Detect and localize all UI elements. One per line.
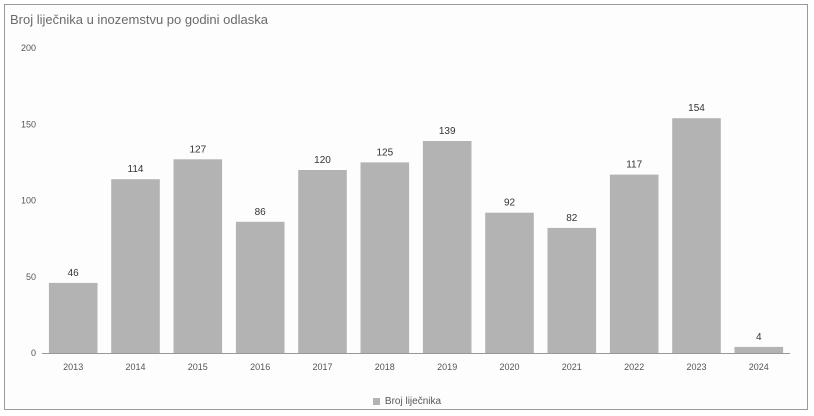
x-tick-label-2013: 2013	[63, 362, 83, 372]
data-label-2015: 127	[189, 144, 206, 155]
data-label-2024: 4	[756, 332, 762, 343]
y-tick-label: 100	[21, 196, 36, 206]
x-tick-label-2023: 2023	[686, 362, 706, 372]
data-label-2018: 125	[376, 147, 393, 158]
x-tick-label-2021: 2021	[562, 362, 582, 372]
x-tick-label-2015: 2015	[188, 362, 208, 372]
bar-2020	[485, 212, 534, 353]
y-tick-label: 0	[31, 348, 36, 358]
data-label-2013: 46	[68, 268, 80, 279]
x-tick-label-2018: 2018	[375, 362, 395, 372]
bar-2018	[360, 162, 410, 353]
bar-2013	[48, 282, 98, 353]
x-tick-label-2016: 2016	[250, 362, 270, 372]
bar-2017	[298, 170, 347, 353]
bar-2015	[173, 159, 223, 353]
data-label-2021: 82	[566, 213, 578, 224]
x-tick-label-2020: 2020	[499, 362, 519, 372]
y-tick-label: 200	[21, 43, 36, 53]
data-label-2023: 154	[688, 103, 705, 114]
bar-2021	[547, 227, 597, 353]
bar-2022	[609, 174, 659, 353]
x-tick-label-2019: 2019	[437, 362, 457, 372]
data-label-2022: 117	[626, 160, 642, 171]
data-label-2016: 86	[255, 207, 267, 218]
data-label-2020: 92	[504, 198, 516, 209]
bar-2014	[111, 179, 160, 353]
legend-label: Broj liječnika	[384, 396, 442, 407]
legend-swatch	[372, 397, 380, 405]
x-tick-label-2014: 2014	[125, 362, 145, 372]
data-label-2017: 120	[314, 155, 331, 166]
x-tick-label-2024: 2024	[749, 362, 769, 372]
data-label-2019: 139	[439, 126, 456, 137]
x-tick-label-2022: 2022	[624, 362, 644, 372]
bar-2019	[422, 141, 472, 353]
chart-title: Broj liječnika u inozemstvu po godini od…	[10, 12, 268, 27]
bar-2024	[734, 346, 784, 353]
bar-2023	[672, 118, 721, 353]
x-tick-label-2017: 2017	[312, 362, 332, 372]
chart-legend: Broj liječnika	[0, 396, 814, 407]
data-label-2014: 114	[128, 164, 144, 175]
y-tick-label: 150	[21, 119, 36, 129]
bar-2016	[235, 221, 285, 353]
y-tick-label: 50	[26, 272, 36, 282]
